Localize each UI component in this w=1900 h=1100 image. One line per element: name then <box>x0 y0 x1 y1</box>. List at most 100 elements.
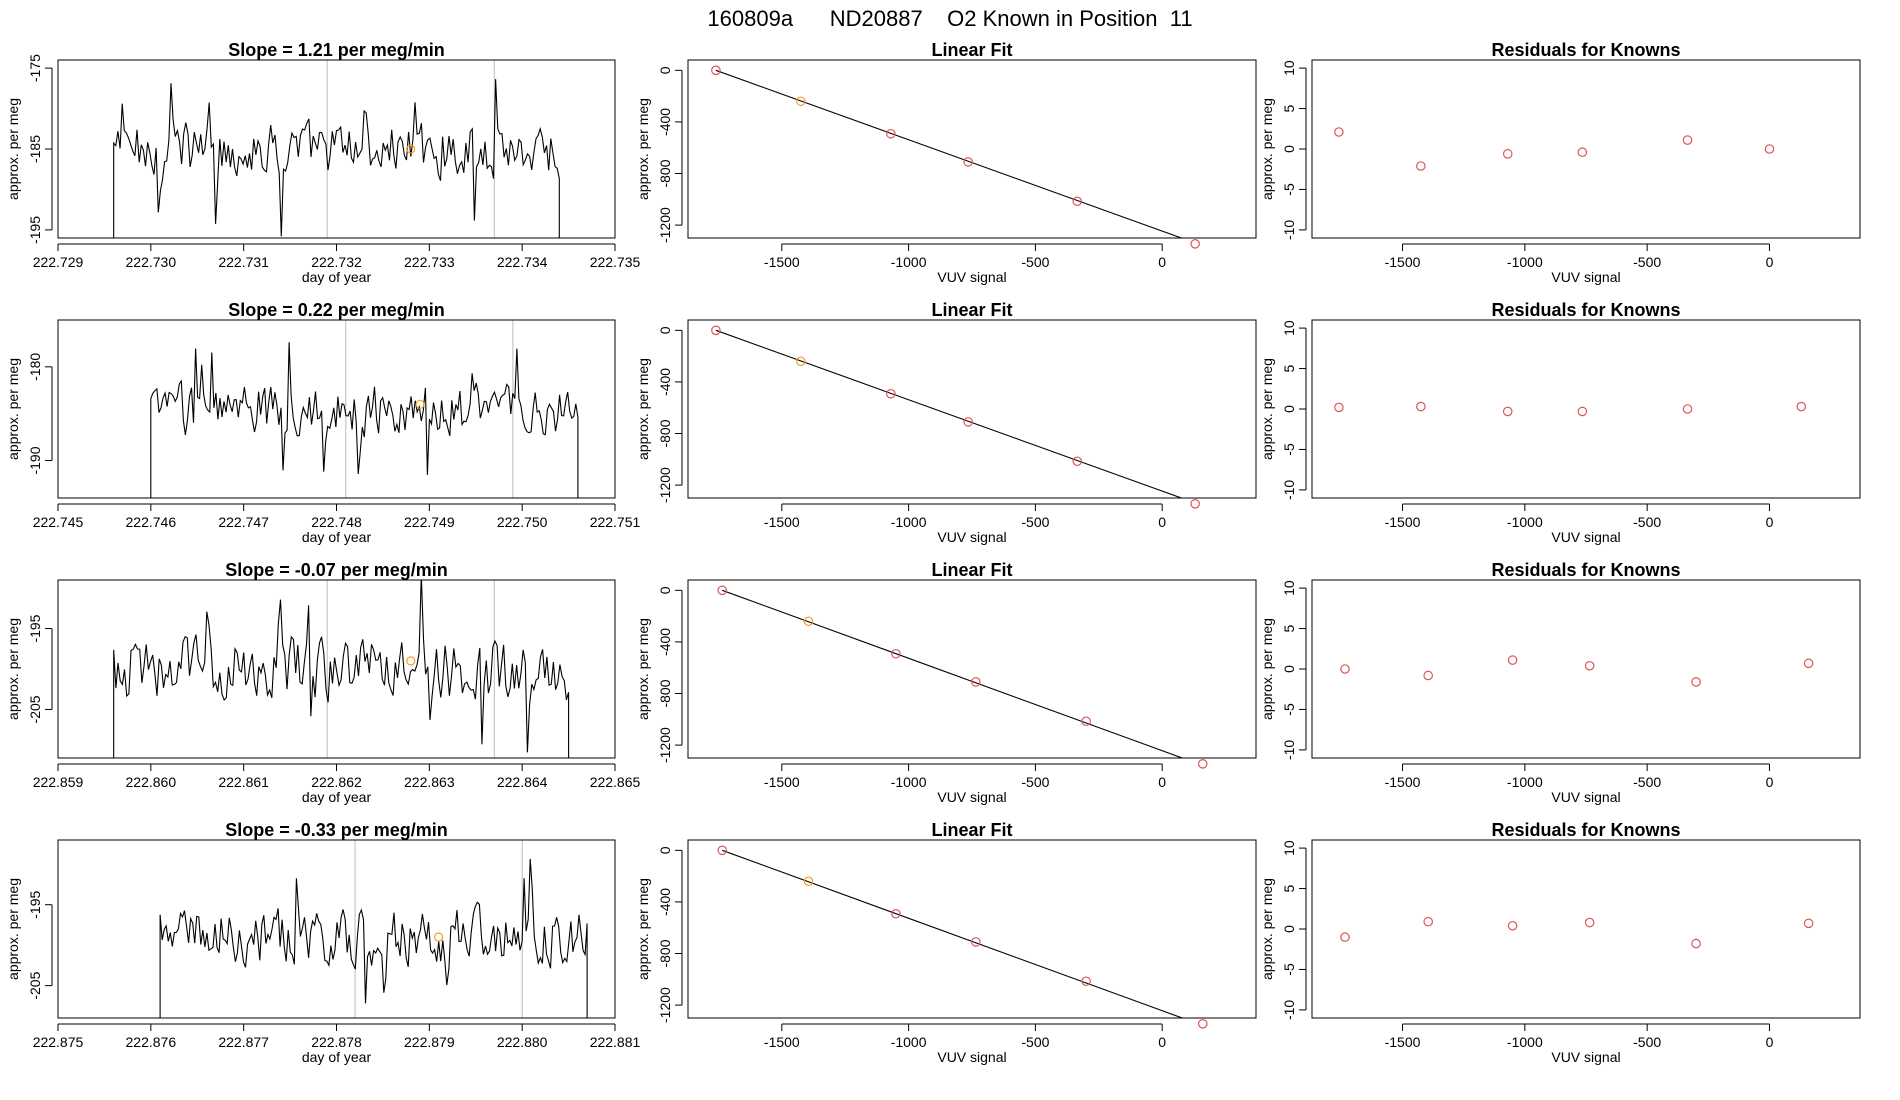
data-point <box>1340 664 1350 674</box>
data-point <box>1423 916 1434 927</box>
x-tick-label: -1500 <box>1385 514 1421 530</box>
y-tick-label: 10 <box>1281 60 1297 76</box>
data-point <box>1691 677 1701 687</box>
y-tick-label: 5 <box>1281 104 1297 112</box>
x-tick-label: -1000 <box>891 254 927 270</box>
data-point <box>1502 149 1513 159</box>
panel-3-3: Residuals for Knowns -1500 -1000 -500 0 VUV s… <box>1259 560 1861 805</box>
y-tick-label: 0 <box>1281 925 1297 933</box>
plot-frame <box>1311 59 1861 239</box>
data-point <box>1197 759 1208 769</box>
x-tick-label: -500 <box>1633 254 1661 270</box>
x-tick-label: 0 <box>1158 254 1166 270</box>
x-tick-label: 222.864 <box>497 774 548 790</box>
panel-title: Residuals for Knowns <box>1491 300 1680 320</box>
x-tick-label: 0 <box>1766 1034 1774 1050</box>
x-tick-label: 222.731 <box>218 254 269 270</box>
y-tick-label: -800 <box>657 939 673 967</box>
panel-1-2: Linear Fit -1500 -1000 -500 0 VUV signal 0 -400… <box>635 40 1257 285</box>
data-point <box>1764 144 1775 154</box>
y-tick-label: -180 <box>27 353 43 381</box>
plot-frame <box>57 579 616 759</box>
trace-line <box>150 342 579 498</box>
y-tick-label: -800 <box>657 679 673 707</box>
data-point <box>1072 196 1083 207</box>
y-tick-label: -175 <box>27 54 43 82</box>
y-tick-label: 5 <box>1281 624 1297 632</box>
y-tick-label: -10 <box>1281 740 1297 760</box>
data-point <box>891 648 901 659</box>
y-tick-label: -205 <box>27 971 43 999</box>
y-axis-label: approx. per meg <box>635 618 651 720</box>
x-tick-label: 222.750 <box>497 514 548 530</box>
x-tick-label: 0 <box>1158 1034 1166 1050</box>
y-tick-label: -400 <box>657 368 673 396</box>
x-tick-label: 222.729 <box>33 254 84 270</box>
data-point <box>1803 658 1814 669</box>
panel-title: Slope = 0.22 per meg/min <box>228 300 445 320</box>
marker-point <box>415 399 425 409</box>
x-tick-label: -500 <box>1633 1034 1661 1050</box>
y-tick-label: 10 <box>1281 840 1297 856</box>
y-tick-label: -400 <box>657 628 673 656</box>
x-tick-label: 222.745 <box>33 514 84 530</box>
panel-title: Slope = -0.33 per meg/min <box>225 820 448 840</box>
x-axis-label: VUV signal <box>937 529 1006 545</box>
x-tick-label: 222.734 <box>497 254 548 270</box>
y-axis-label: approx. per meg <box>1259 878 1275 980</box>
y-tick-label: 0 <box>1281 145 1297 153</box>
data-point <box>796 356 806 367</box>
x-tick-label: 222.749 <box>404 514 455 530</box>
y-tick-label: -1200 <box>657 467 673 503</box>
x-axis-label: day of year <box>302 529 372 545</box>
x-axis-label: day of year <box>302 269 372 285</box>
panel-title: Residuals for Knowns <box>1491 820 1680 840</box>
x-tick-label: -500 <box>1021 254 1049 270</box>
data-point <box>1584 917 1595 928</box>
fit-line <box>715 329 1184 498</box>
data-point <box>803 616 814 627</box>
data-point <box>1081 716 1091 727</box>
x-tick-label: 222.881 <box>590 1034 641 1050</box>
plot-frame <box>687 839 1257 1019</box>
panel-title: Linear Fit <box>931 300 1012 320</box>
data-point <box>1334 402 1344 413</box>
y-axis-label: approx. per meg <box>5 358 21 460</box>
y-axis-label: approx. per meg <box>5 98 21 200</box>
data-point <box>1190 499 1200 509</box>
panel-title: Residuals for Knowns <box>1491 40 1680 60</box>
x-tick-label: -1000 <box>891 1034 927 1050</box>
x-tick-label: -1500 <box>1385 774 1421 790</box>
data-point <box>1416 401 1426 412</box>
y-tick-label: 0 <box>1281 405 1297 413</box>
data-point <box>1507 655 1518 665</box>
x-tick-label: -1000 <box>891 514 927 530</box>
x-tick-label: -1000 <box>1507 774 1543 790</box>
y-axis-label: approx. per meg <box>5 618 21 720</box>
y-tick-label: -800 <box>657 419 673 447</box>
x-tick-label: -500 <box>1021 774 1049 790</box>
x-tick-label: 222.863 <box>404 774 455 790</box>
y-axis-label: approx. per meg <box>1259 98 1275 200</box>
x-tick-label: 0 <box>1158 514 1166 530</box>
panel-4-3: Residuals for Knowns -1500 -1000 -500 0 VUV s… <box>1259 820 1861 1065</box>
x-tick-label: -1500 <box>1385 1034 1421 1050</box>
y-tick-label: -10 <box>1281 1000 1297 1020</box>
y-tick-label: -190 <box>27 446 43 474</box>
data-point <box>1803 918 1814 929</box>
panel-4-2: Linear Fit -1500 -1000 -500 0 VUV signal 0 -400… <box>635 820 1257 1065</box>
panel-title: Linear Fit <box>931 820 1012 840</box>
panel-2-2: Linear Fit -1500 -1000 -500 0 VUV signal 0 -400… <box>635 300 1257 545</box>
x-tick-label: 222.859 <box>33 774 84 790</box>
trace-line <box>113 79 560 238</box>
x-tick-label: 222.751 <box>590 514 641 530</box>
y-tick-label: -195 <box>27 216 43 244</box>
x-tick-label: 222.876 <box>126 1034 177 1050</box>
data-point <box>891 908 901 919</box>
data-point <box>886 128 896 139</box>
data-point <box>1577 147 1588 158</box>
panel-4-1: Slope = -0.33 per meg/min 222.875 222.876 2… <box>5 820 641 1065</box>
y-tick-label: -1200 <box>657 727 673 763</box>
x-axis-label: VUV signal <box>937 789 1006 805</box>
